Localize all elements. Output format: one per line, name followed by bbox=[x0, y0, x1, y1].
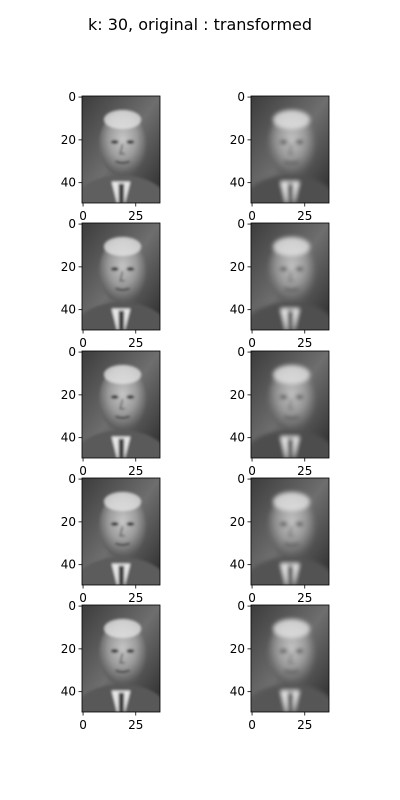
y-tick-label: 0 bbox=[237, 472, 245, 486]
x-tick-label: 0 bbox=[248, 209, 256, 223]
y-tick-label: 20 bbox=[61, 515, 76, 529]
y-tick-label: 20 bbox=[230, 388, 245, 402]
x-tick-label: 0 bbox=[248, 591, 256, 605]
x-tick-label: 25 bbox=[297, 591, 312, 605]
y-tick-label: 0 bbox=[237, 345, 245, 359]
face-image bbox=[82, 351, 160, 458]
face-image bbox=[251, 605, 329, 712]
x-tick-label: 0 bbox=[248, 464, 256, 478]
y-tick-label: 20 bbox=[61, 133, 76, 147]
y-tick-label: 40 bbox=[61, 176, 76, 190]
face-image bbox=[82, 223, 160, 330]
face-image bbox=[251, 351, 329, 458]
x-tick-label: 25 bbox=[297, 464, 312, 478]
y-tick-label: 40 bbox=[230, 431, 245, 445]
face-panel-transformed-2: 0 20 40 0 25 bbox=[230, 217, 330, 350]
axes-frame bbox=[81, 604, 161, 713]
y-tick-label: 0 bbox=[237, 217, 245, 231]
y-tick-label: 0 bbox=[68, 90, 76, 104]
axes-frame bbox=[250, 222, 330, 331]
axes-frame bbox=[81, 222, 161, 331]
figure-title: k: 30, original : transformed bbox=[88, 15, 312, 34]
x-tick-label: 25 bbox=[297, 209, 312, 223]
x-tick-label: 25 bbox=[128, 336, 143, 350]
y-tick-label: 0 bbox=[237, 90, 245, 104]
y-tick-label: 20 bbox=[230, 515, 245, 529]
panels-layer: 0 20 40 0 25 0 20 40 0 25 0 20 40 0 25 0 20 40 0 25 0 20 40 0 25… bbox=[61, 90, 330, 732]
face-panel-original-5: 0 20 40 0 25 bbox=[61, 599, 161, 732]
y-tick-label: 40 bbox=[61, 431, 76, 445]
x-tick-label: 25 bbox=[128, 718, 143, 732]
y-tick-label: 0 bbox=[68, 217, 76, 231]
y-tick-label: 0 bbox=[237, 599, 245, 613]
face-image bbox=[251, 478, 329, 585]
face-panel-original-4: 0 20 40 0 25 bbox=[61, 472, 161, 605]
face-image bbox=[82, 605, 160, 712]
y-tick-label: 40 bbox=[230, 685, 245, 699]
axes-frame bbox=[81, 477, 161, 586]
face-image bbox=[82, 96, 160, 203]
axes-frame bbox=[250, 477, 330, 586]
x-tick-label: 0 bbox=[79, 464, 87, 478]
y-tick-label: 0 bbox=[68, 599, 76, 613]
y-tick-label: 20 bbox=[230, 260, 245, 274]
y-tick-label: 20 bbox=[230, 642, 245, 656]
face-panel-transformed-1: 0 20 40 0 25 bbox=[230, 90, 330, 223]
face-panel-transformed-5: 0 20 40 0 25 bbox=[230, 599, 330, 732]
x-tick-label: 0 bbox=[248, 718, 256, 732]
y-tick-label: 40 bbox=[230, 176, 245, 190]
y-tick-label: 40 bbox=[230, 558, 245, 572]
x-tick-label: 0 bbox=[79, 591, 87, 605]
x-tick-label: 0 bbox=[79, 209, 87, 223]
x-tick-label: 0 bbox=[79, 336, 87, 350]
y-tick-label: 40 bbox=[230, 303, 245, 317]
x-tick-label: 25 bbox=[128, 209, 143, 223]
axes-frame bbox=[250, 350, 330, 459]
face-image bbox=[251, 223, 329, 330]
x-tick-label: 0 bbox=[79, 718, 87, 732]
y-tick-label: 0 bbox=[68, 472, 76, 486]
y-tick-label: 0 bbox=[68, 345, 76, 359]
face-panel-transformed-3: 0 20 40 0 25 bbox=[230, 345, 330, 478]
x-tick-label: 25 bbox=[297, 336, 312, 350]
x-tick-label: 25 bbox=[297, 718, 312, 732]
face-panel-original-1: 0 20 40 0 25 bbox=[61, 90, 161, 223]
axes-frame bbox=[81, 95, 161, 204]
face-image bbox=[251, 96, 329, 203]
axes-frame bbox=[250, 95, 330, 204]
axes-frame bbox=[250, 604, 330, 713]
face-image bbox=[82, 478, 160, 585]
y-tick-label: 20 bbox=[61, 260, 76, 274]
face-panel-transformed-4: 0 20 40 0 25 bbox=[230, 472, 330, 605]
x-tick-label: 25 bbox=[128, 591, 143, 605]
face-panel-original-2: 0 20 40 0 25 bbox=[61, 217, 161, 350]
x-tick-label: 25 bbox=[128, 464, 143, 478]
y-tick-label: 40 bbox=[61, 685, 76, 699]
y-tick-label: 20 bbox=[230, 133, 245, 147]
x-tick-label: 0 bbox=[248, 336, 256, 350]
y-tick-label: 40 bbox=[61, 558, 76, 572]
axes-frame bbox=[81, 350, 161, 459]
y-tick-label: 20 bbox=[61, 388, 76, 402]
face-panel-original-3: 0 20 40 0 25 bbox=[61, 345, 161, 478]
y-tick-label: 40 bbox=[61, 303, 76, 317]
y-tick-label: 20 bbox=[61, 642, 76, 656]
